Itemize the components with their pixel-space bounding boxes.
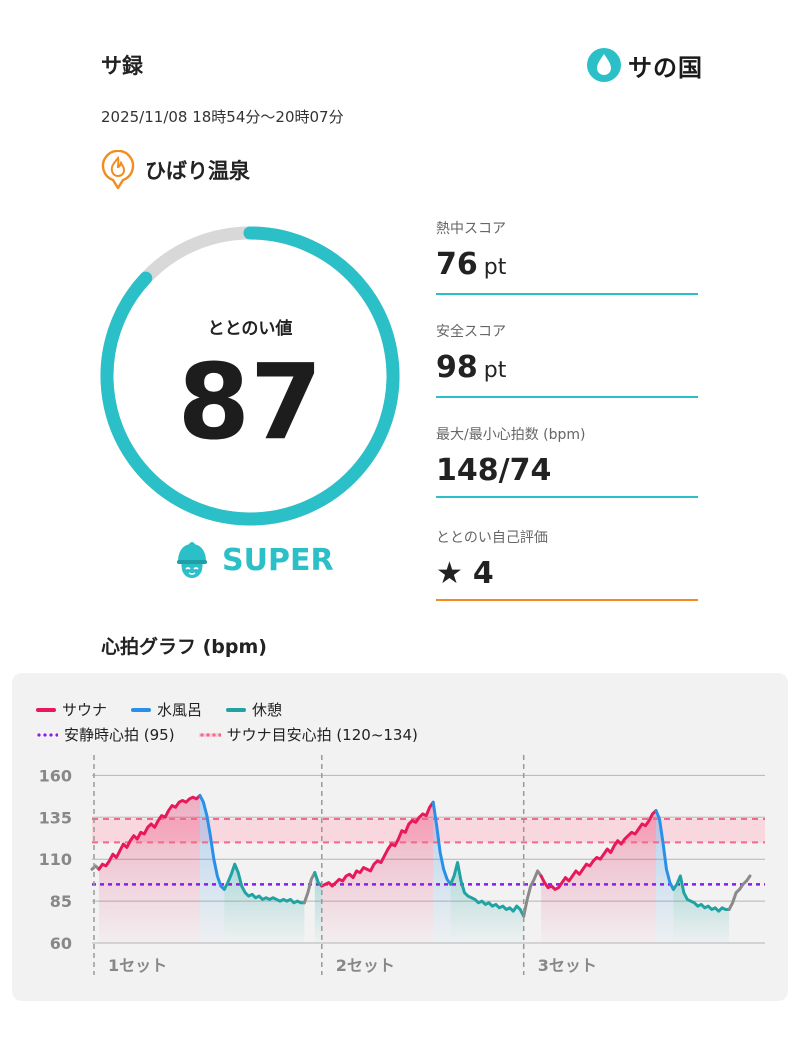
self-evaluation-label: ととのい自己評価 [436,530,548,546]
totonoi-label: ととのい値 [207,319,293,339]
legend-row-references: 安静時心拍 (95) サウナ目安心拍 (120~134) [36,724,442,745]
legend-sauna-label: サウナ [62,701,108,719]
cold_bath-line [198,793,226,891]
heat-score: 熱中スコア 76 pt [436,218,698,295]
facility-name: ひばり温泉 [145,159,250,183]
legend-target-range-label: サウナ目安心拍 (120~134) [226,726,418,744]
rest-area [314,872,322,943]
rest-area [224,864,305,943]
heat-score-value: 76 [436,247,478,282]
safety-score-value: 98 [436,350,478,385]
totonoi-value: 87 [177,341,323,463]
heart-rate-label: 最大/最小心拍数 (bpm) [436,427,586,443]
heat-score-label: 熱中スコア [436,221,506,237]
safety-score-label: 安全スコア [436,324,506,340]
other-line [522,869,543,918]
rest-area [673,875,730,943]
totonoi-ring [100,226,400,526]
self-evaluation: ととのい自己評価 ★ 4 [436,527,698,601]
page-title: サ録 [101,54,143,78]
other-line [302,871,317,905]
rank-badge: SUPER [172,540,334,580]
rest-swatch [226,707,247,712]
heart-rate-range: 最大/最小心拍数 (bpm) 148/74 [436,424,698,498]
divider [436,599,698,601]
legend-sauna: サウナ [36,699,107,720]
graph-title: 心拍グラフ (bpm) [101,636,267,658]
heart-rate-chart: 60 85 110 135 160 1セット 2セット 3セット [39,755,765,975]
app-logo: サの国 [586,47,703,83]
target-range-swatch [198,732,221,737]
legend-rest: 休憩 [226,699,282,720]
cold_bath-area [199,795,225,943]
rest-line [222,862,306,905]
sauna-line [320,800,435,888]
logo-text: サの国 [628,53,703,82]
divider [436,496,698,498]
cold_bath-line [654,809,675,891]
sauna-swatch [36,707,56,712]
cold-bath-swatch [131,707,152,712]
y-tick-label: 110 [39,850,72,869]
resting-hr-swatch [36,732,58,737]
rest-line [449,861,526,918]
divider [436,396,698,398]
legend-rest-label: 休憩 [252,701,283,719]
safety-score-unit: pt [483,358,507,383]
y-tick-label: 60 [50,934,72,953]
sauna-hat-face-icon [177,542,207,578]
y-tick-label: 135 [39,808,72,827]
rest-line [313,871,324,888]
set-label: 1セット [108,956,167,975]
other-line [727,874,752,911]
sauna-line [97,793,202,871]
y-tick-label: 160 [39,766,72,785]
heart-rate-value: 148/74 [436,453,552,488]
star-icon: ★ [436,556,463,591]
self-evaluation-value: 4 [472,556,494,591]
sauna-line [539,809,658,891]
sauna-area [321,802,434,943]
cold_bath-line [431,800,453,886]
ring-progress [100,226,400,526]
rest-area [450,862,524,943]
y-tick-label: 85 [50,892,72,911]
legend-cold-bath-label: 水風呂 [157,701,203,719]
set-label: 2セット [336,956,395,975]
set-label: 3セット [538,956,597,975]
facility[interactable]: ひばり温泉 [101,150,250,190]
sauna-area [98,795,200,943]
drop-logo-icon [587,48,621,82]
legend-row-phases: サウナ 水風呂 休憩 [36,699,306,720]
sauna-area [541,810,656,943]
other-line [90,864,101,871]
cold_bath-area [656,810,674,943]
heat-score-unit: pt [483,255,507,280]
rank-label: SUPER [222,542,334,578]
legend-cold-bath: 水風呂 [131,699,202,720]
safety-score: 安全スコア 98 pt [436,321,698,398]
rest-line [671,874,731,913]
legend-target-range: サウナ目安心拍 (120~134) [198,724,418,745]
legend-resting-hr: 安静時心拍 (95) [36,724,175,745]
legend-resting-hr-label: 安静時心拍 (95) [64,726,175,744]
session-datetime: 2025/11/08 18時54分〜20時07分 [101,108,344,126]
fire-location-icon [101,150,135,190]
divider [436,293,698,295]
